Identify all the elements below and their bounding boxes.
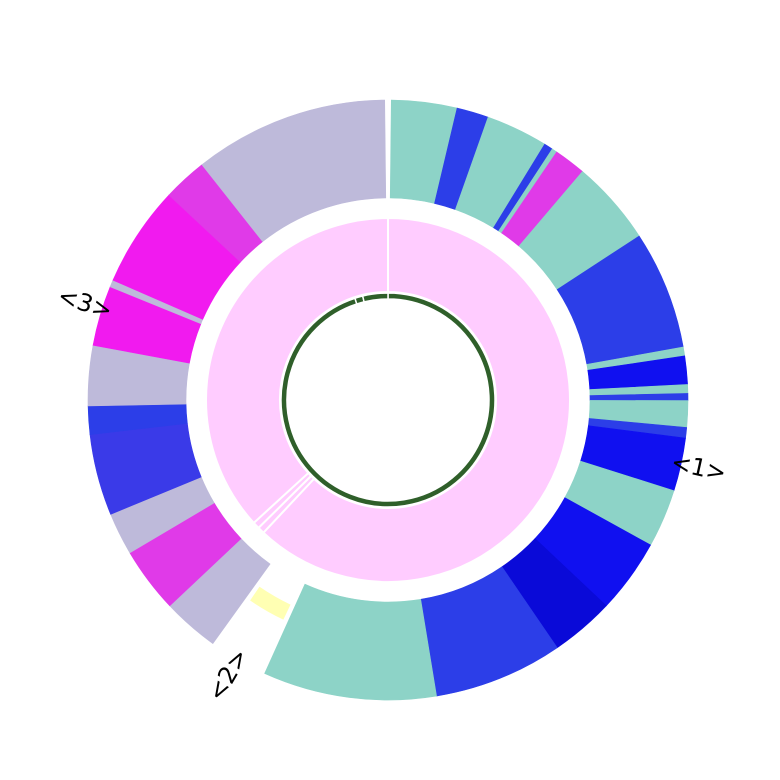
inner-ring-segment-1 bbox=[280, 292, 496, 508]
outer-group-2 bbox=[250, 586, 291, 620]
outer-group-1 bbox=[264, 99, 689, 701]
outer-group-3 bbox=[87, 99, 387, 644]
inner-ring-segment-3 bbox=[361, 292, 389, 303]
inner-ring bbox=[280, 292, 496, 508]
group-label-3: <3> bbox=[54, 281, 115, 324]
middle-ring bbox=[205, 216, 571, 583]
outer-segment-g1-20 bbox=[264, 583, 437, 701]
group-label-2: <2> bbox=[202, 644, 254, 706]
outer-segment-g3-11 bbox=[201, 99, 387, 242]
outer-ring bbox=[87, 99, 689, 701]
group-label-1: <1> bbox=[669, 448, 729, 487]
outer-segment-g2-1 bbox=[250, 586, 291, 620]
middle-ring-segment-1 bbox=[261, 216, 571, 583]
middle-ring-segment-4 bbox=[205, 216, 389, 525]
